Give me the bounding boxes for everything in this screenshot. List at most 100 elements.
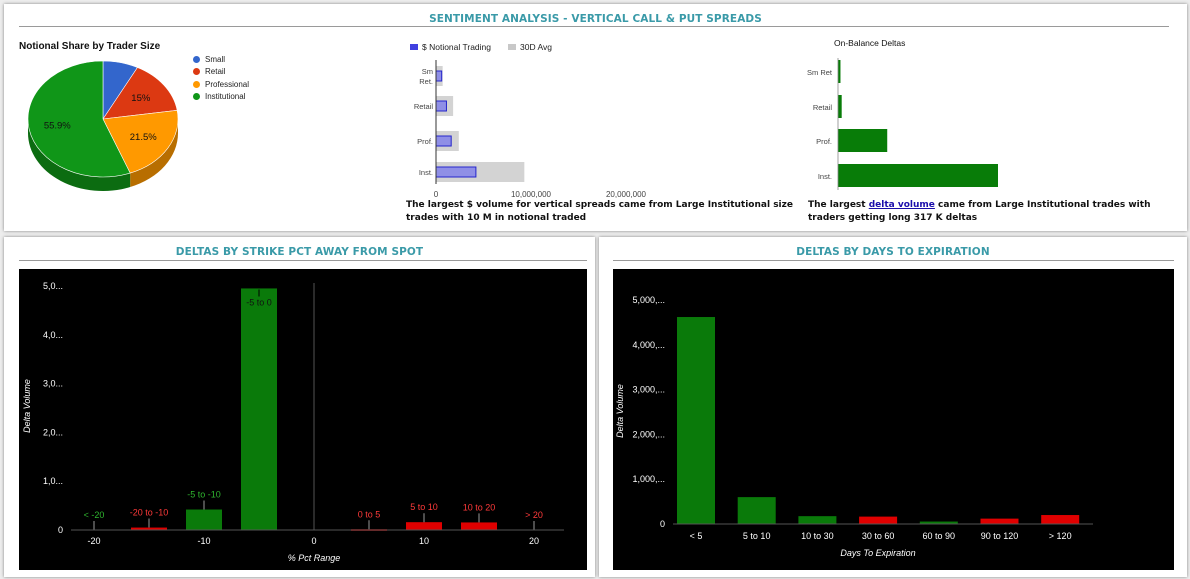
dte-bar bbox=[677, 317, 715, 524]
x-tick-label: 5 to 10 bbox=[743, 531, 771, 541]
strike-bar bbox=[131, 527, 167, 530]
dte-bar bbox=[1041, 515, 1080, 524]
notional-bar bbox=[435, 100, 447, 112]
notional-bar bbox=[435, 166, 477, 178]
strike-chart-area bbox=[19, 269, 587, 570]
x-tick-label: < 5 bbox=[690, 531, 703, 541]
x-tick-label: 20 bbox=[529, 536, 539, 546]
y-tick-label: 0 bbox=[58, 525, 63, 535]
x-tick-label: 60 to 90 bbox=[923, 531, 956, 541]
dte-bar bbox=[859, 516, 898, 524]
category-label: Retail bbox=[813, 103, 833, 112]
onbalance-bar-chart: On-Balance Deltas Sm Ret Retail Prof. Inst. bbox=[807, 38, 998, 190]
pie-legend-item: Institutional bbox=[193, 91, 249, 104]
bar-annotation: -5 to 0 bbox=[246, 297, 272, 307]
dte-title: DELTAS BY DAYS TO EXPIRATION bbox=[796, 246, 990, 258]
pie-legend-item: Professional bbox=[193, 78, 249, 91]
pie-slice-label: 55.9% bbox=[44, 121, 71, 132]
notional-bar bbox=[435, 135, 452, 147]
delta-bar bbox=[838, 129, 888, 152]
pie-title: Notional Share by Trader Size bbox=[19, 41, 161, 52]
x-tick-label: 90 to 120 bbox=[981, 531, 1019, 541]
delta-note-pre: The largest bbox=[808, 200, 869, 210]
legend-dot-icon bbox=[193, 80, 200, 88]
category-label: Inst. bbox=[818, 172, 832, 181]
pie-legend-label: Institutional bbox=[205, 92, 246, 102]
x-tick-label: > 120 bbox=[1049, 531, 1072, 541]
bar-annotation: -20 to -10 bbox=[130, 508, 169, 518]
strike-title-rule bbox=[19, 260, 587, 261]
strike-bar bbox=[186, 509, 222, 530]
sentiment-title-rule bbox=[19, 26, 1169, 27]
y-tick-label: 3,000,... bbox=[632, 385, 665, 395]
delta-note: The largest delta volume came from Large… bbox=[808, 199, 1178, 225]
sentiment-title: SENTIMENT ANALYSIS - VERTICAL CALL & PUT… bbox=[429, 13, 762, 25]
bar-annotation: 5 to 10 bbox=[410, 502, 438, 512]
y-tick-label: 5,000,... bbox=[632, 295, 665, 305]
bar-annotation: < -20 bbox=[84, 510, 105, 520]
pie-legend-label: Retail bbox=[205, 67, 226, 77]
x-tick-label: 30 to 60 bbox=[862, 531, 895, 541]
y-tick-label: 2,0... bbox=[43, 427, 63, 437]
y-tick-label: 3,0... bbox=[43, 379, 63, 389]
pie-slice-professional bbox=[102, 109, 179, 174]
pie-slice-label: 15% bbox=[131, 93, 151, 104]
x-tick-label: 0 bbox=[434, 190, 439, 199]
bar-annotation: 10 to 20 bbox=[463, 502, 496, 512]
category-label: Retail bbox=[414, 102, 434, 111]
delta-bar bbox=[838, 164, 998, 187]
category-label: Prof. bbox=[417, 137, 433, 146]
category-label: Ret. bbox=[419, 77, 433, 86]
dte-bar bbox=[919, 521, 958, 524]
pie-slice-side bbox=[130, 119, 179, 188]
x-tick-label: 10 to 30 bbox=[801, 531, 834, 541]
delta-note-post: came from Large Institutional trades wit… bbox=[808, 200, 1151, 223]
x-tick-label: 20,000,000 bbox=[606, 190, 647, 199]
strike-title: DELTAS BY STRIKE PCT AWAY FROM SPOT bbox=[175, 246, 424, 258]
strike-panel: DELTAS BY STRIKE PCT AWAY FROM SPOT 0 1,0… bbox=[4, 237, 595, 577]
legend-swatch-icon bbox=[410, 44, 418, 50]
dte-panel: DELTAS BY DAYS TO EXPIRATION 0 1,000,... 2… bbox=[599, 237, 1187, 577]
y-tick-label: 2,000,... bbox=[632, 429, 665, 439]
bar-annotation: -5 to -10 bbox=[187, 490, 221, 500]
y-axis-title: Delta Volume bbox=[22, 379, 32, 433]
pie-slice-label: 21.5% bbox=[130, 132, 157, 143]
category-label: Sm bbox=[422, 67, 433, 76]
legend-label: 30D Avg bbox=[520, 42, 552, 52]
strike-bar bbox=[241, 288, 277, 530]
y-tick-label: 4,000,... bbox=[632, 340, 665, 350]
x-tick-label: 0 bbox=[311, 536, 316, 546]
category-label: Sm Ret bbox=[807, 68, 833, 77]
x-tick-label: 10 bbox=[419, 536, 429, 546]
delta-bar bbox=[838, 60, 841, 83]
legend-dot-icon bbox=[193, 68, 200, 76]
legend-label: $ Notional Trading bbox=[422, 42, 491, 52]
legend-swatch-icon bbox=[508, 44, 516, 50]
category-label: Inst. bbox=[419, 168, 433, 177]
dte-bar bbox=[980, 518, 1019, 524]
x-axis-title: % Pct Range bbox=[288, 553, 341, 563]
pie-legend-label: Small bbox=[205, 54, 226, 64]
dte-bar bbox=[737, 497, 776, 524]
sentiment-panel: SENTIMENT ANALYSIS - VERTICAL CALL & PUT… bbox=[4, 4, 1187, 231]
delta-bar bbox=[838, 95, 842, 118]
x-tick-label: -10 bbox=[197, 536, 210, 546]
pie-chart: 15% 21.5% 55.9% bbox=[27, 60, 179, 191]
x-tick-label: -20 bbox=[87, 536, 100, 546]
pie-slice-side bbox=[28, 119, 131, 191]
delta-volume-link[interactable]: delta volume bbox=[868, 200, 935, 210]
pie-slice-retail bbox=[102, 67, 178, 120]
pie-legend-label: Professional bbox=[205, 79, 250, 89]
bar-annotation: > 20 bbox=[525, 510, 543, 520]
onbalance-title: On-Balance Deltas bbox=[834, 38, 905, 48]
y-tick-label: 5,0... bbox=[43, 281, 63, 291]
y-axis-title: Delta Volume bbox=[615, 384, 625, 438]
dte-bar-chart: 0 1,000,... 2,000,... 3,000,... 4,000,... 5,0… bbox=[615, 295, 1093, 558]
pie-legend: Small Retail Professional Institutional bbox=[193, 53, 249, 103]
dte-title-rule bbox=[613, 260, 1174, 261]
pie-legend-item: Retail bbox=[193, 66, 249, 79]
x-tick-label: 10,000,000 bbox=[511, 190, 552, 199]
y-tick-label: 1,0... bbox=[43, 476, 63, 486]
legend-dot-icon bbox=[193, 55, 200, 63]
pie-slice-institutional bbox=[27, 60, 131, 178]
